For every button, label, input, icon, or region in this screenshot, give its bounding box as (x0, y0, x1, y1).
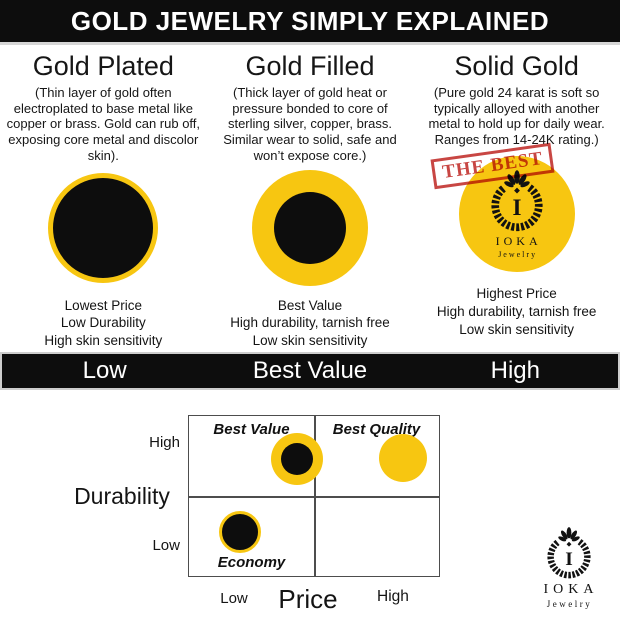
x-tick-high: High (377, 588, 409, 605)
page-title: GOLD JEWELRY SIMPLY EXPLAINED (70, 5, 550, 36)
trait-line: Low skin sensitivity (252, 333, 368, 349)
trait-line: Low Durability (60, 315, 146, 331)
solid-gold-circle: I IOKA Jewelry (458, 156, 575, 273)
trait-line: Best Value (277, 297, 343, 313)
solid-gold-illustration: THE BEST I IOK (418, 142, 615, 277)
trait-list: Best Value High durability, tarnish free… (230, 297, 390, 350)
quadrant-divider-horizontal (189, 496, 439, 498)
trait-line: Lowest Price (64, 297, 142, 313)
point-gold-plated-economy (219, 511, 261, 553)
column-solid-gold: Solid Gold (Pure gold 24 karat is soft s… (413, 46, 620, 350)
scale-label-best-value: Best Value (252, 357, 368, 384)
quadrant-label-economy: Economy (217, 554, 286, 571)
column-heading: Gold Filled (245, 51, 375, 81)
column-gold-plated: Gold Plated (Thin layer of gold often el… (0, 46, 207, 350)
point-solid-gold-best-quality (379, 434, 427, 482)
header-bar: GOLD JEWELRY SIMPLY EXPLAINED (0, 0, 620, 45)
trait-line: Low skin sensitivity (459, 321, 575, 337)
gold-filled-illustration (212, 167, 409, 289)
column-description: (Pure gold 24 karat is soft so typically… (428, 84, 605, 148)
point-gold-filled-best-value (271, 433, 323, 485)
brand-name: IOKA (543, 582, 599, 597)
column-heading: Gold Plated (32, 51, 174, 81)
thin-gold-ring-circle (48, 172, 159, 283)
brand-logo: I IOKA Jewelry (521, 526, 616, 609)
y-tick-low: Low (152, 537, 180, 554)
brand-name: IOKA (495, 234, 542, 249)
quadrant-label-best-quality: Best Quality (332, 421, 421, 438)
comparison-columns: Gold Plated (Thin layer of gold often el… (0, 46, 620, 350)
scale-label-low: Low (82, 357, 127, 384)
trait-line: Highest Price (476, 286, 557, 302)
trait-list: Highest Price High durability, tarnish f… (437, 285, 597, 338)
column-description: (Thick layer of gold heat or pressure bo… (223, 84, 397, 164)
value-scale-bar: Low Best Value High (0, 352, 620, 390)
column-gold-filled: Gold Filled (Thick layer of gold heat or… (207, 46, 414, 350)
black-core (281, 443, 313, 475)
gold-plated-illustration (5, 167, 202, 289)
price-durability-chart: High Durability Low Best Value Best Qual… (0, 390, 620, 620)
black-core (273, 191, 346, 264)
x-axis-title: Price (278, 584, 338, 614)
column-description: (Thin layer of gold often electroplated … (6, 84, 201, 164)
x-tick-low: Low (220, 590, 248, 607)
brand-subtitle: Jewelry (546, 599, 593, 609)
trait-list: Lowest Price Low Durability High skin se… (44, 297, 162, 350)
trait-line: High durability, tarnish free (436, 303, 597, 319)
brand-subtitle: Jewelry (498, 250, 538, 260)
logo-initial: I (512, 194, 521, 220)
scale-label-high: High (490, 357, 540, 384)
trait-line: High durability, tarnish free (230, 315, 390, 331)
y-tick-high: High (149, 434, 180, 451)
column-heading: Solid Gold (454, 51, 579, 81)
ioka-crest-icon: I (542, 526, 596, 580)
y-axis-title: Durability (74, 483, 170, 509)
thick-gold-ring-circle (251, 169, 368, 286)
quadrant-label-best-value: Best Value (213, 421, 290, 438)
ioka-crest-icon: I (485, 169, 549, 233)
logo-initial: I (565, 549, 573, 570)
chart-plot-area: Best Value Best Quality Economy (188, 415, 440, 577)
trait-line: High skin sensitivity (44, 333, 163, 349)
